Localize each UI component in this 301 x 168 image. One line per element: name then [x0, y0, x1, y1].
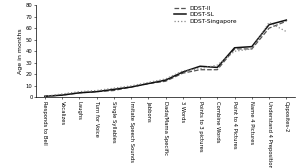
DDST-SL — [216, 66, 219, 68]
DDST-II — [267, 27, 271, 29]
DDST-II — [43, 95, 47, 97]
DDST-II — [284, 20, 288, 22]
DDST-II — [164, 80, 167, 82]
DDST-II — [129, 86, 133, 88]
DDST-Singapore — [181, 70, 185, 72]
DDST-SL — [95, 91, 98, 93]
DDST-SL — [77, 92, 81, 94]
DDST-Singapore — [250, 48, 254, 50]
DDST-Singapore — [198, 68, 202, 70]
DDST-SL — [43, 95, 47, 97]
Y-axis label: Age in months: Age in months — [18, 28, 23, 74]
DDST-SL — [147, 83, 150, 85]
Legend: DDST-II, DDST-SL, DDST-Singapore: DDST-II, DDST-SL, DDST-Singapore — [174, 6, 237, 24]
DDST-SL — [164, 79, 167, 81]
DDST-Singapore — [267, 21, 271, 23]
DDST-SL — [284, 19, 288, 21]
DDST-SL — [198, 65, 202, 67]
DDST-II — [95, 91, 98, 93]
DDST-SL — [129, 86, 133, 88]
DDST-SL — [267, 24, 271, 26]
DDST-II — [250, 48, 254, 50]
DDST-Singapore — [164, 78, 167, 80]
DDST-Singapore — [60, 93, 64, 95]
DDST-II — [233, 48, 236, 50]
DDST-II — [147, 83, 150, 85]
DDST-Singapore — [129, 85, 133, 87]
DDST-II — [77, 92, 81, 94]
DDST-II — [112, 90, 116, 92]
DDST-II — [216, 69, 219, 71]
DDST-Singapore — [216, 64, 219, 66]
DDST-SL — [60, 94, 64, 96]
Line: DDST-SL: DDST-SL — [45, 20, 286, 96]
Line: DDST-Singapore: DDST-Singapore — [45, 22, 286, 96]
DDST-SL — [112, 88, 116, 90]
DDST-Singapore — [43, 95, 47, 97]
DDST-II — [60, 94, 64, 96]
DDST-Singapore — [284, 31, 288, 33]
Line: DDST-II: DDST-II — [45, 21, 286, 96]
DDST-Singapore — [95, 90, 98, 92]
DDST-Singapore — [112, 87, 116, 89]
DDST-Singapore — [77, 91, 81, 93]
DDST-Singapore — [233, 50, 236, 52]
DDST-SL — [250, 46, 254, 48]
DDST-II — [181, 72, 185, 74]
DDST-SL — [181, 71, 185, 73]
DDST-Singapore — [147, 81, 150, 83]
DDST-II — [198, 69, 202, 71]
DDST-SL — [233, 47, 236, 49]
